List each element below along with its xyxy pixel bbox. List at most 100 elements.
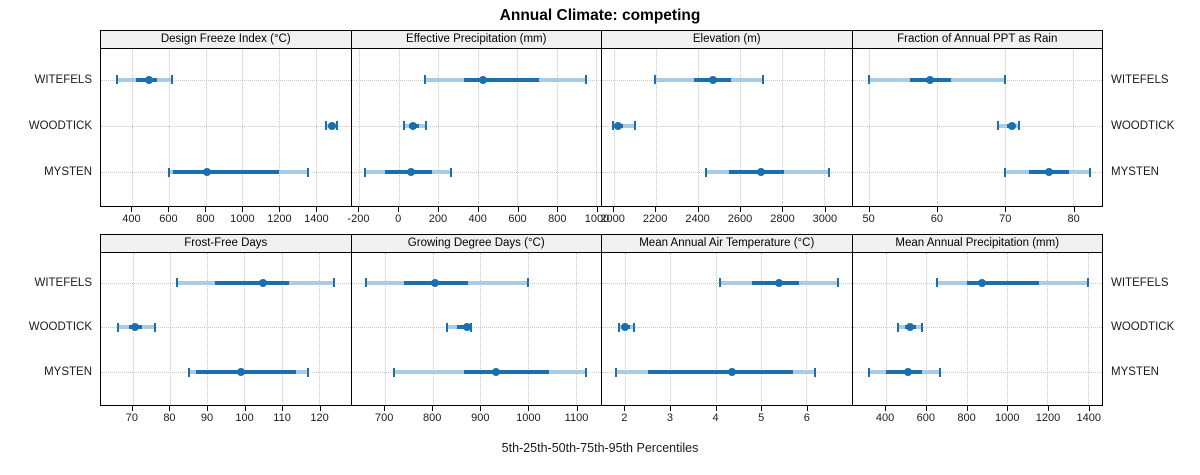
cap-5th xyxy=(324,121,327,131)
gridline-vertical xyxy=(278,49,280,206)
axis-tick-mark xyxy=(205,207,207,212)
axis-tick-label: 400 xyxy=(122,213,141,225)
gridline-horizontal xyxy=(602,327,852,329)
cap-95th xyxy=(153,322,156,332)
gridline-vertical xyxy=(670,253,672,405)
axis-tick-mark xyxy=(868,207,870,212)
cap-5th xyxy=(615,367,618,377)
axis-tick-label: 60 xyxy=(930,213,944,225)
gridline-vertical xyxy=(242,49,244,206)
gridline-horizontal xyxy=(351,172,601,174)
cap-5th xyxy=(363,167,366,177)
gridline-vertical xyxy=(596,49,598,206)
median-dot xyxy=(327,121,336,130)
gridline-vertical xyxy=(782,49,784,206)
panel-fraction-of-annual-ppt-as-rain: Fraction of Annual PPT as Rain 50 60 70 80 xyxy=(851,30,1103,234)
gridline-horizontal xyxy=(852,372,1102,374)
axis-tick-mark xyxy=(612,207,614,212)
panel-strip: Design Freeze Index (°C) xyxy=(100,30,352,49)
gridline-vertical xyxy=(244,253,246,405)
gridline-vertical xyxy=(556,49,558,206)
median-dot xyxy=(756,168,765,177)
gridline-horizontal xyxy=(852,327,1102,329)
percentile-band-25-75 xyxy=(214,280,290,285)
axis-tick-mark xyxy=(557,207,559,212)
cap-5th xyxy=(719,278,722,288)
site-label-mysten-left: MYSTEN xyxy=(44,166,92,179)
cap-95th xyxy=(470,322,473,332)
median-dot xyxy=(1045,168,1054,177)
axis-tick-mark xyxy=(655,207,657,212)
median-dot xyxy=(775,278,784,287)
panel-x-axis: 400 600 800 1000 1200 1400 xyxy=(100,207,352,234)
axis-caption: 5th-25th-50th-75th-95th Percentiles xyxy=(501,441,699,455)
site-label-mysten-right: MYSTEN xyxy=(1111,166,1159,179)
median-dot xyxy=(144,75,153,84)
gridline-vertical xyxy=(438,49,440,206)
axis-tick-mark xyxy=(576,406,578,411)
median-dot xyxy=(406,168,415,177)
cap-95th xyxy=(814,367,817,377)
cap-95th xyxy=(170,75,173,85)
panel-strip: Frost-Free Days xyxy=(100,234,352,253)
site-label-woodtick-left: WOODTICK xyxy=(28,119,92,132)
cap-95th xyxy=(1017,121,1020,131)
cap-95th xyxy=(633,121,636,131)
gridline-vertical xyxy=(318,253,320,405)
axis-tick-mark xyxy=(697,207,699,212)
gridline-horizontal xyxy=(602,125,852,127)
gridline-vertical xyxy=(207,253,209,405)
cap-5th xyxy=(653,75,656,85)
gridline-vertical xyxy=(715,253,717,405)
axis-tick-label: 5 xyxy=(758,412,765,424)
axis-tick-mark xyxy=(131,207,133,212)
axis-tick-label: 110 xyxy=(273,412,291,424)
gridline-vertical xyxy=(575,253,577,405)
cap-5th xyxy=(176,278,179,288)
axis-tick-mark xyxy=(966,406,968,411)
panel-x-axis: 700 800 900 1000 1100 xyxy=(351,406,603,433)
site-label-mysten-left: MYSTEN xyxy=(44,366,92,379)
axis-tick-mark xyxy=(437,207,439,212)
axis-tick-mark xyxy=(806,406,808,411)
site-label-woodtick-right: WOODTICK xyxy=(1111,119,1175,132)
axis-tick-mark xyxy=(715,406,717,411)
axis-tick-label: 1000 xyxy=(995,412,1020,424)
gridline-vertical xyxy=(517,49,519,206)
axis-tick-label: 800 xyxy=(423,412,442,424)
gridline-horizontal xyxy=(351,327,601,329)
axis-tick-label: 80 xyxy=(1067,213,1080,225)
site-label-witefels-right: WITEFELS xyxy=(1111,73,1169,86)
panel-x-axis: 70 80 90 100 110 120 xyxy=(100,406,352,433)
axis-tick-label: 0 xyxy=(395,213,402,225)
axis-tick-mark xyxy=(1048,406,1050,411)
gridline-vertical xyxy=(885,253,887,405)
cap-95th xyxy=(1004,75,1007,85)
gridline-vertical xyxy=(359,49,361,206)
axis-tick-mark xyxy=(782,207,784,212)
cap-5th xyxy=(187,367,190,377)
median-dot xyxy=(203,168,212,177)
cap-95th xyxy=(762,75,765,85)
median-dot xyxy=(926,75,935,84)
axis-tick-label: 80 xyxy=(163,412,176,424)
gridline-horizontal xyxy=(852,172,1102,174)
median-dot xyxy=(462,323,471,332)
cap-95th xyxy=(449,167,452,177)
cap-5th xyxy=(705,167,708,177)
cap-5th xyxy=(997,121,1000,131)
cap-95th xyxy=(527,278,529,288)
gridline-vertical xyxy=(432,253,434,405)
panel-plot-area xyxy=(100,253,352,406)
axis-tick-mark xyxy=(477,207,479,212)
gridline-vertical xyxy=(926,253,928,405)
median-dot xyxy=(236,368,245,377)
axis-tick-mark xyxy=(885,406,887,411)
cap-95th xyxy=(307,167,310,177)
median-dot xyxy=(727,368,736,377)
gridline-vertical xyxy=(697,49,699,206)
axis-tick-mark xyxy=(131,406,133,411)
gridline-vertical xyxy=(760,253,762,405)
axis-tick-mark xyxy=(597,207,599,212)
axis-tick-mark xyxy=(282,406,284,411)
